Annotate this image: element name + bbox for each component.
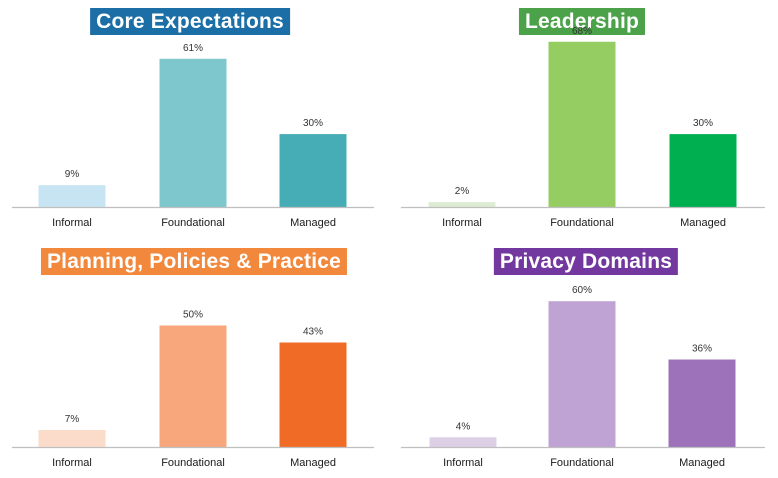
chart-privacy-domains: Privacy Domains 4% Informal 60% Foundationa… (389, 240, 778, 478)
x-tick-label: Informal (443, 457, 483, 469)
data-label: 4% (456, 421, 471, 432)
chart-title: Core Expectations (90, 8, 290, 35)
data-label: 9% (65, 169, 80, 180)
bar-informal (429, 437, 497, 447)
bar-foundational (548, 41, 616, 208)
bar-informal (38, 429, 106, 447)
chart-svg: 7% Informal 50% Foundational 43% Managed (12, 310, 374, 469)
data-label: 60% (572, 285, 592, 296)
x-tick-label: Managed (290, 457, 336, 469)
chart-title: Leadership (518, 8, 646, 35)
data-label: 30% (303, 118, 323, 129)
chart-svg: 4% Informal 60% Foundational 36% Managed (401, 285, 765, 469)
data-label: 50% (183, 310, 203, 321)
bar-foundational (159, 58, 227, 207)
chart-svg: 9% Informal 61% Foundational 30% Managed (12, 43, 374, 229)
data-label: 61% (183, 43, 203, 54)
x-tick-label: Informal (442, 217, 482, 229)
bar-managed (279, 342, 347, 447)
data-label: 36% (692, 344, 712, 355)
bar-informal (38, 185, 106, 207)
x-tick-label: Managed (680, 217, 726, 229)
data-label: 30% (693, 118, 713, 129)
data-label: 68% (572, 26, 592, 37)
x-tick-label: Foundational (161, 217, 225, 229)
bar-managed (279, 134, 347, 207)
bar-managed (669, 134, 737, 207)
x-tick-label: Foundational (550, 217, 614, 229)
chart-title: Planning, Policies & Practice (40, 248, 348, 275)
data-label: 43% (303, 327, 323, 338)
bar-managed (668, 359, 736, 447)
x-tick-label: Informal (52, 217, 92, 229)
x-tick-label: Informal (52, 457, 92, 469)
x-tick-label: Managed (290, 217, 336, 229)
chart-svg: 2% Informal 68% Foundational 30% Managed (401, 26, 765, 229)
bar-informal (428, 202, 496, 207)
chart-title: Privacy Domains (493, 248, 679, 275)
chart-planning-policies-practice: Planning, Policies & Practice 7% Informal… (0, 240, 389, 478)
x-tick-label: Foundational (161, 457, 225, 469)
x-tick-label: Managed (679, 457, 725, 469)
x-tick-label: Foundational (550, 457, 614, 469)
bar-foundational (548, 301, 616, 447)
bar-foundational (159, 325, 227, 447)
data-label: 2% (455, 186, 470, 197)
chart-leadership: Leadership 2% Informal 68% Foundational 30% M… (389, 0, 778, 238)
chart-core-expectations: Core Expectations 9% Informal 61% Foundatio… (0, 0, 389, 238)
data-label: 7% (65, 414, 80, 425)
